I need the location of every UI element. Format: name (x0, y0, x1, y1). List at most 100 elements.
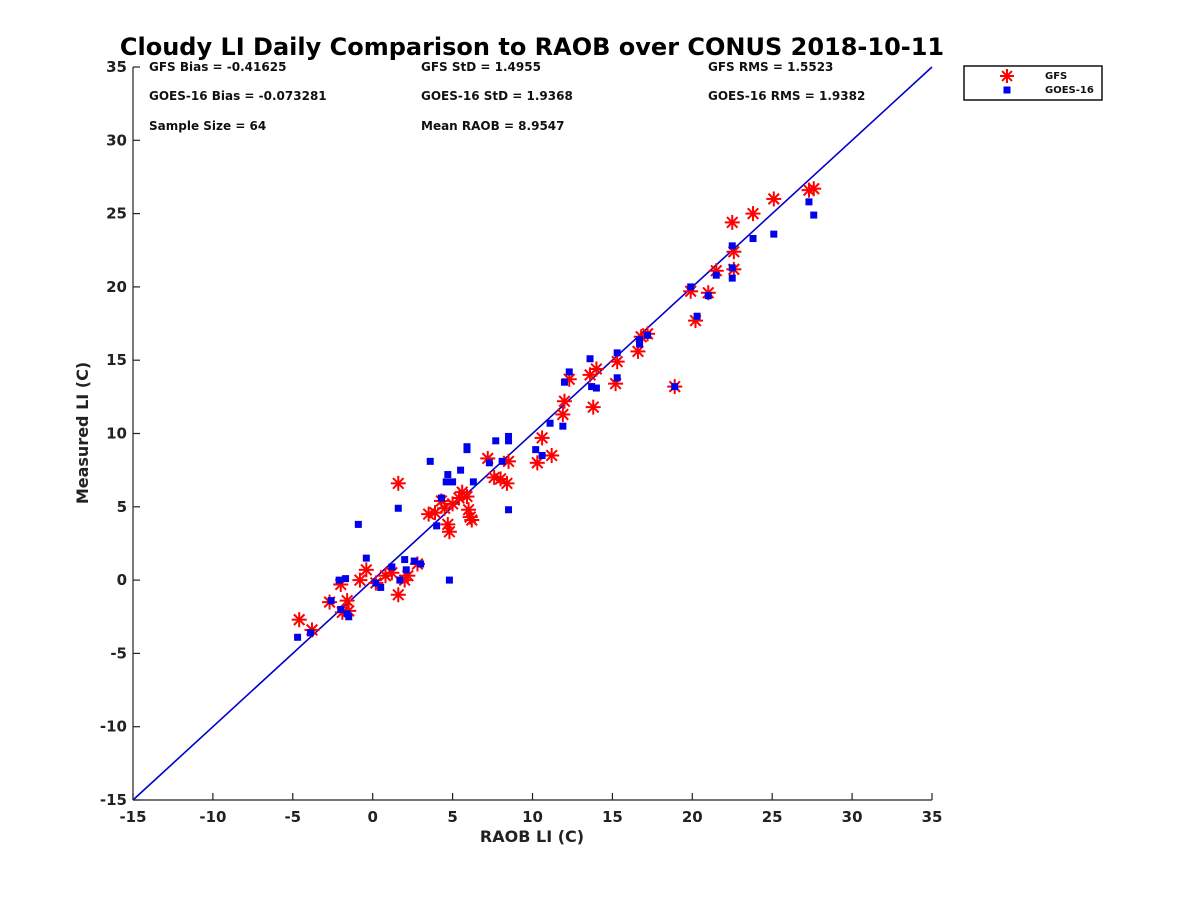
legend-gfs-label: GFS (1045, 71, 1067, 82)
y-tick-label: 10 (106, 425, 127, 443)
goes16-point (437, 494, 445, 502)
goes16-point (588, 383, 596, 391)
gfs-point (339, 593, 355, 609)
goes16-point (402, 566, 410, 574)
goes16-point (770, 230, 778, 238)
goes16-point (337, 605, 345, 613)
goes16-point (728, 274, 736, 282)
x-tick-label: 15 (602, 808, 623, 826)
legend-gfs-marker (1000, 69, 1014, 83)
goes16-point (444, 471, 452, 479)
goes16-point (559, 422, 567, 430)
goes16-point (565, 368, 573, 376)
goes16-point (693, 312, 701, 320)
goes16-point (463, 443, 471, 451)
gfs-point (585, 399, 601, 415)
gfs-point (377, 568, 393, 584)
goes16-point (592, 384, 600, 392)
gfs-point (390, 587, 406, 603)
goes16-point (636, 336, 644, 344)
gfs-point (352, 572, 368, 588)
goes16-point (728, 264, 736, 272)
x-tick-label: 5 (447, 808, 457, 826)
gfs-point (501, 453, 517, 469)
gfs-point (358, 562, 374, 578)
x-tick-label: -5 (284, 808, 301, 826)
gfs-point (529, 455, 545, 471)
gfs-point (464, 512, 480, 528)
goes16-point (805, 198, 813, 206)
goes16-point (388, 563, 396, 571)
goes16-point (538, 451, 546, 459)
y-tick-label: 15 (106, 351, 127, 369)
x-axis-label: RAOB LI (C) (480, 827, 584, 846)
goes16-point (505, 437, 513, 445)
y-tick-label: 25 (106, 205, 127, 223)
goes16-point (492, 437, 500, 445)
goes16-point (306, 629, 314, 637)
stat-goes16-rms: GOES-16 RMS = 1.9382 (708, 89, 865, 103)
goes16-point (354, 520, 362, 528)
goes16-point (394, 504, 402, 512)
goes16-point (560, 378, 568, 386)
gfs-point (806, 181, 822, 197)
goes16-point (728, 242, 736, 250)
goes16-point (457, 466, 465, 474)
goes16-point (671, 383, 679, 391)
x-tick-label: 10 (522, 808, 543, 826)
goes16-point (442, 478, 450, 486)
goes16-point (327, 597, 335, 605)
goes16-point (613, 374, 621, 382)
y-tick-label: 30 (106, 131, 127, 149)
goes16-point (613, 349, 621, 357)
one-to-one-line (132, 66, 933, 801)
goes16-point (644, 331, 652, 339)
goes16-point (342, 575, 350, 583)
x-tick-label: 25 (762, 808, 783, 826)
x-tick-label: 35 (922, 808, 943, 826)
goes16-point (449, 478, 457, 486)
goes16-point (505, 506, 513, 514)
y-axis-label: Measured LI (C) (73, 362, 92, 504)
legend-gfs-asterisk (1000, 69, 1014, 83)
legend: GFS GOES-16 (963, 65, 1103, 101)
gfs-point (556, 393, 572, 409)
goes16-point (469, 478, 477, 486)
y-tick-label: -5 (110, 644, 127, 662)
y-tick-label: 20 (106, 278, 127, 296)
x-tick-label: 30 (842, 808, 863, 826)
x-tick-label: -10 (199, 808, 226, 826)
goes16-point (704, 292, 712, 300)
stat-goes16-bias: GOES-16 Bias = -0.073281 (149, 89, 327, 103)
goes16-point (810, 211, 818, 219)
goes16-point (426, 457, 434, 465)
x-ticks: -15 -10 -5 0 5 10 15 20 25 30 35 (119, 793, 942, 826)
goes16-point (749, 235, 757, 243)
stat-sample-size: Sample Size = 64 (149, 119, 266, 133)
legend-goes16-square (1003, 86, 1011, 94)
y-tick-label: 0 (117, 571, 127, 589)
gfs-point (588, 361, 604, 377)
goes16-point (687, 283, 695, 291)
legend-goes16-marker (1003, 86, 1011, 94)
goes16-point (586, 355, 594, 363)
gfs-point (441, 524, 457, 540)
chart-title: Cloudy LI Daily Comparison to RAOB over … (120, 33, 944, 61)
gfs-point (745, 206, 761, 222)
legend-goes16-label: GOES-16 (1045, 85, 1094, 96)
gfs-point (609, 354, 625, 370)
goes16-point (345, 613, 353, 621)
goes16-point (485, 459, 493, 467)
gfs-point (499, 475, 515, 491)
goes16-point (377, 583, 385, 591)
y-tick-label: 35 (106, 58, 127, 76)
reference-line-group (132, 66, 933, 801)
y-ticks: -15 -10 -5 0 5 10 15 20 25 30 35 (100, 58, 140, 809)
gfs-point (724, 214, 740, 230)
goes16-point (410, 557, 418, 565)
gfs-point (766, 191, 782, 207)
goes16-point (712, 271, 720, 279)
goes16-point (445, 576, 453, 584)
goes16-point (498, 457, 506, 465)
